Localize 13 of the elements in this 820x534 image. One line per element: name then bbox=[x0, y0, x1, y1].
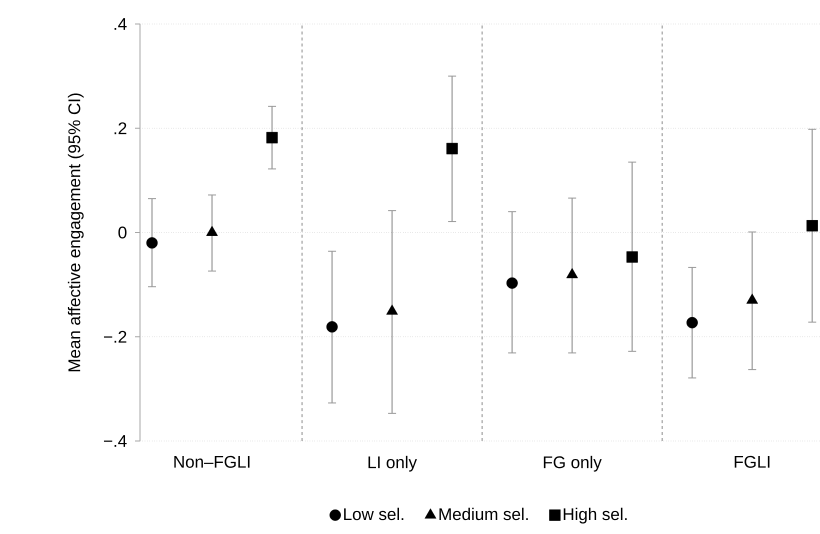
x-tick-label: Non–FGLI bbox=[174, 456, 250, 468]
y-tick-label: .2 bbox=[114, 122, 126, 134]
y-tick-label: .4 bbox=[114, 18, 127, 30]
legend-label: Medium sel. bbox=[439, 508, 528, 520]
legend-label: High sel. bbox=[564, 508, 627, 524]
x-tick-label: FGLI bbox=[734, 456, 770, 468]
x-tick-label: LI only bbox=[368, 456, 417, 472]
y-tick-label: −.2 bbox=[104, 330, 126, 343]
y-tick-label: −.4 bbox=[104, 435, 127, 447]
x-tick-label: FG only bbox=[544, 456, 602, 472]
y-axis-title: Mean affective engagement (95% CI) bbox=[68, 93, 84, 372]
y-tick-label: 0 bbox=[118, 226, 127, 239]
legend-label: Low sel. bbox=[344, 508, 404, 520]
